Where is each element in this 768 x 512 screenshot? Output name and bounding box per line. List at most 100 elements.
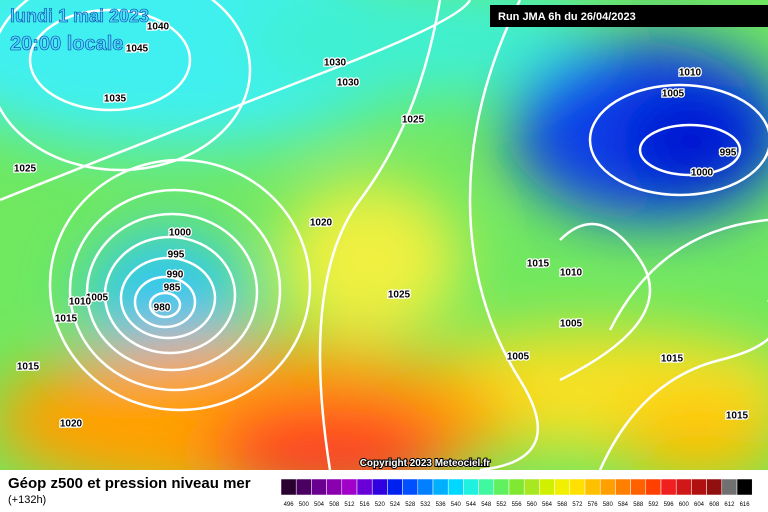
legend-swatch [645, 478, 662, 496]
isobar-label: 1025 [14, 164, 37, 175]
isobar-label: 1020 [310, 218, 333, 229]
legend-swatch [280, 478, 297, 496]
legend-swatch [311, 478, 327, 496]
footer-title: Géop z500 et pression niveau mer [8, 475, 251, 492]
legend-swatch [584, 478, 601, 496]
footer-subtitle: (+132h) [8, 494, 46, 506]
legend-label: 504 [314, 502, 325, 508]
legend-swatch [615, 478, 631, 496]
legend-label: 496 [284, 502, 295, 508]
legend-label: 568 [557, 502, 568, 508]
legend-label: 532 [420, 502, 431, 508]
isobar-label: 1020 [60, 419, 83, 430]
isobar-label: 1000 [691, 168, 714, 179]
title-time: 20:00 locale [10, 33, 123, 55]
legend-label: 608 [709, 502, 720, 508]
isobar-labels: 1040 1045 1035 1030 1030 1025 1025 1020 1000 995 9… [13, 20, 750, 431]
legend-label: 588 [633, 502, 644, 508]
legend-swatch [599, 478, 616, 496]
geopotential-field [0, 0, 768, 470]
legend-label: 540 [451, 502, 462, 508]
legend-swatch [691, 478, 707, 496]
legend-swatch [523, 478, 540, 496]
legend-swatch [478, 478, 495, 496]
legend-label: 572 [572, 502, 583, 508]
legend-label: 520 [375, 502, 386, 508]
legend-swatch [630, 478, 647, 496]
legend-label: 548 [481, 502, 492, 508]
color-legend: 496 500 504 508 512 516 520 524 528 532 536 540 544 5… [280, 478, 753, 508]
legend-label: 584 [618, 502, 629, 508]
legend-label: 528 [405, 502, 416, 508]
isobar-label: 1015 [726, 411, 749, 422]
legend-swatch [295, 478, 312, 496]
legend-label: 600 [679, 502, 690, 508]
legend-swatch [387, 478, 403, 496]
legend-label: 580 [603, 502, 614, 508]
legend-label: 592 [648, 502, 659, 508]
isobar-label: 1035 [104, 94, 127, 105]
run-box [490, 5, 768, 27]
legend-label: 552 [496, 502, 507, 508]
legend-swatch [539, 478, 555, 496]
legend-label: 616 [740, 502, 751, 508]
legend-swatch [569, 478, 586, 496]
legend-label: 536 [436, 502, 447, 508]
isobar-label: 1045 [126, 44, 149, 55]
legend-label: 544 [466, 502, 477, 508]
legend-swatch [417, 478, 434, 496]
legend-label: 564 [542, 502, 553, 508]
isobar-label: 995 [720, 148, 737, 159]
isobar-label: 985 [164, 283, 181, 294]
legend-label: 556 [512, 502, 523, 508]
copyright: Copyright 2023 Meteociel.fr [360, 458, 491, 469]
legend-swatch [660, 478, 677, 496]
isobar-label: 1005 [507, 352, 530, 363]
isobar-label: 1005 [560, 319, 583, 330]
legend-label: 576 [588, 502, 599, 508]
title-date: lundi 1 mai 2023 [10, 6, 149, 26]
isobar-label: 980 [154, 303, 171, 314]
legend-swatch [326, 478, 343, 496]
legend-swatch [341, 478, 358, 496]
legend-swatch [371, 478, 388, 496]
legend-label: 516 [360, 502, 371, 508]
isobar-label: 1010 [69, 297, 92, 308]
legend-swatch [493, 478, 510, 496]
legend-label: 508 [329, 502, 340, 508]
isobar-label: 1010 [679, 68, 702, 79]
isobar-label: 995 [168, 250, 185, 261]
legend-label: 524 [390, 502, 401, 508]
legend-swatch [432, 478, 449, 496]
isobar-label: 1015 [55, 314, 78, 325]
run-label: Run JMA 6h du 26/04/2023 [498, 11, 636, 23]
legend-label: 596 [664, 502, 675, 508]
legend-swatch [554, 478, 571, 496]
legend-swatch [356, 478, 373, 496]
legend-label: 512 [344, 502, 355, 508]
isobar-label: 1015 [17, 362, 40, 373]
legend-label: 500 [299, 502, 310, 508]
legend-swatch [706, 478, 723, 496]
legend-swatch [508, 478, 525, 496]
isobar-label: 1000 [169, 228, 192, 239]
isobar-label: 1025 [402, 115, 425, 126]
isobars [0, 0, 768, 470]
legend-swatch [736, 478, 753, 496]
isobar-label: 1010 [560, 268, 583, 279]
legend-label: 612 [724, 502, 735, 508]
legend-swatch [721, 478, 738, 496]
isobar-label: 1030 [324, 58, 347, 69]
isobar-label: 1005 [662, 89, 685, 100]
legend-label: 560 [527, 502, 538, 508]
legend-swatch [675, 478, 692, 496]
legend-swatch [402, 478, 419, 496]
isobar-label: 1015 [527, 259, 550, 270]
isobar-label: 1005 [86, 293, 109, 304]
isobar-label: 1025 [388, 290, 411, 301]
legend-swatch [463, 478, 479, 496]
isobar-label: 990 [167, 270, 184, 281]
legend-label: 604 [694, 502, 705, 508]
